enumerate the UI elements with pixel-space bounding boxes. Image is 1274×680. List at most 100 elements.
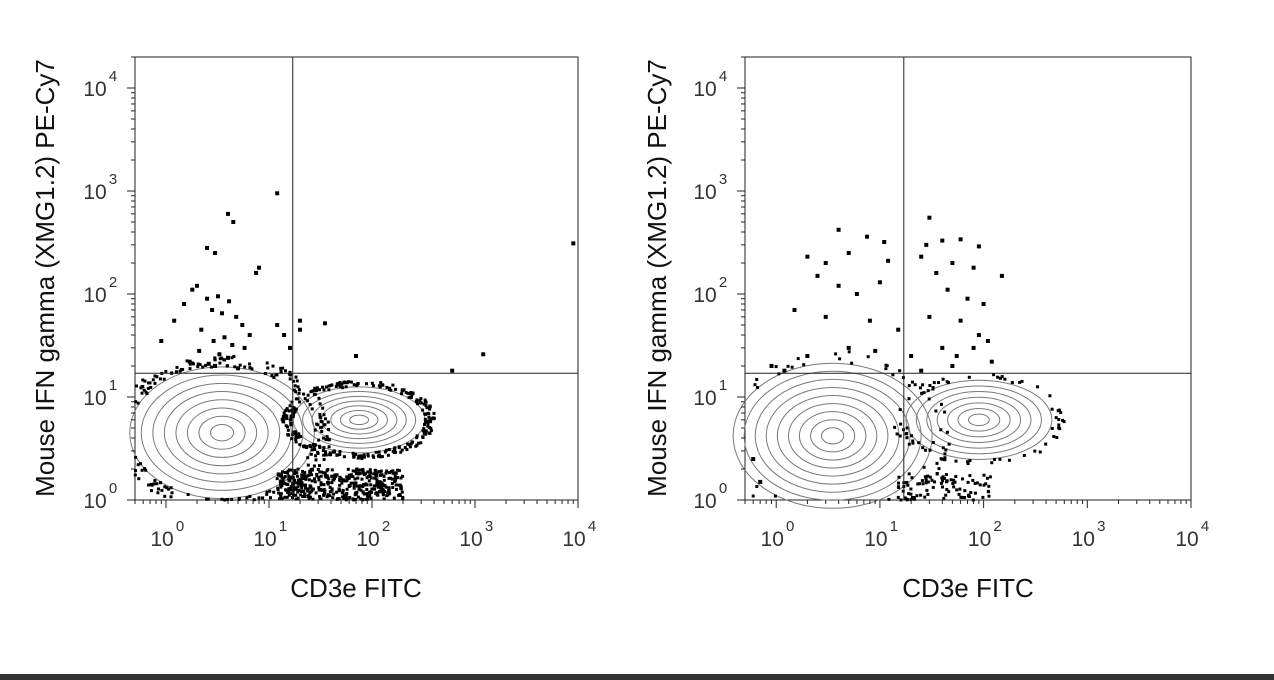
event-dot [292,412,296,416]
event-dot [397,469,401,473]
event-dot [907,397,911,401]
event-dot [382,478,386,482]
event-dot [188,367,192,371]
event-dot [346,467,350,471]
event-dot [328,490,332,494]
event-dot [374,491,378,495]
data-point [217,352,222,357]
event-dot [978,483,982,487]
event-dot [834,352,838,356]
event-dot [285,417,289,420]
event-dot [910,496,914,499]
event-dot [352,455,356,459]
data-point [854,292,859,296]
event-dot [431,416,435,420]
event-dot [1061,418,1065,422]
event-dot [947,442,951,446]
data-point [247,333,252,337]
data-point [226,211,230,216]
event-dot [329,384,333,387]
event-dot [377,450,381,454]
data-point [927,314,932,319]
event-dot [232,354,236,358]
event-dot [777,372,781,376]
event-dot [366,454,370,458]
event-dot [306,399,309,403]
data-point [846,251,851,255]
event-dot [299,493,303,497]
event-dot [404,391,408,394]
data-point [571,241,576,246]
event-dot [313,428,317,432]
event-dot [422,427,426,431]
event-dot [340,382,344,386]
event-dot [134,400,138,404]
event-dot [922,391,926,395]
event-dot [1033,449,1037,453]
data-point [210,308,215,312]
event-dot [289,415,293,419]
event-dot [380,383,384,387]
contour-line [947,402,1011,438]
event-dot [290,408,294,412]
event-dot [933,480,936,484]
event-dot [318,402,322,406]
event-dot [996,375,1000,379]
event-dot [325,469,329,473]
event-dot [924,477,928,481]
y-tick-label: 10 [83,181,106,204]
data-point [236,366,240,371]
data-point [187,359,192,364]
x-tick-exponent: 4 [588,518,596,535]
event-dot [884,363,888,367]
event-dot [289,485,293,489]
event-dot [321,489,324,492]
event-dot [301,470,305,473]
event-dot [223,498,227,502]
event-dot [261,496,265,500]
event-dot [296,496,300,500]
event-dot [284,471,287,474]
event-dot [838,357,842,361]
x-tick-exponent: 0 [786,518,794,535]
event-dot [376,484,380,487]
event-dot [907,442,911,446]
event-dot [319,426,322,430]
event-dot [919,493,923,497]
event-dot [163,485,167,489]
event-dot [303,397,307,401]
event-dot [209,365,213,369]
event-dot [141,378,145,382]
event-dot [287,489,291,493]
contour-line [210,424,235,442]
event-dot [349,474,353,478]
event-dot [373,487,377,491]
event-dot [196,362,200,366]
event-dot [310,473,314,477]
x-tick-exponent: 3 [1097,518,1105,535]
y-tick-label: 10 [83,78,106,101]
event-dot [1003,377,1007,381]
event-dot [276,486,280,490]
event-dot [318,464,321,468]
event-dot [399,485,403,489]
event-dot [292,388,296,392]
data-point [298,327,302,332]
event-dot [299,484,303,488]
contour-line [129,366,315,500]
event-dot [306,463,310,467]
event-dot [421,429,425,433]
event-dot [174,370,178,374]
event-dot [385,469,389,473]
data-point [769,364,774,368]
data-point [924,242,929,247]
event-dot [345,478,349,482]
event-dot [341,489,345,493]
event-dot [966,460,970,464]
event-dot [302,489,306,493]
event-dot [338,380,342,384]
x-tick-label: 10 [459,528,482,551]
event-dot [369,471,373,475]
y-tick-exponent: 0 [109,480,117,497]
event-dot [265,492,269,496]
